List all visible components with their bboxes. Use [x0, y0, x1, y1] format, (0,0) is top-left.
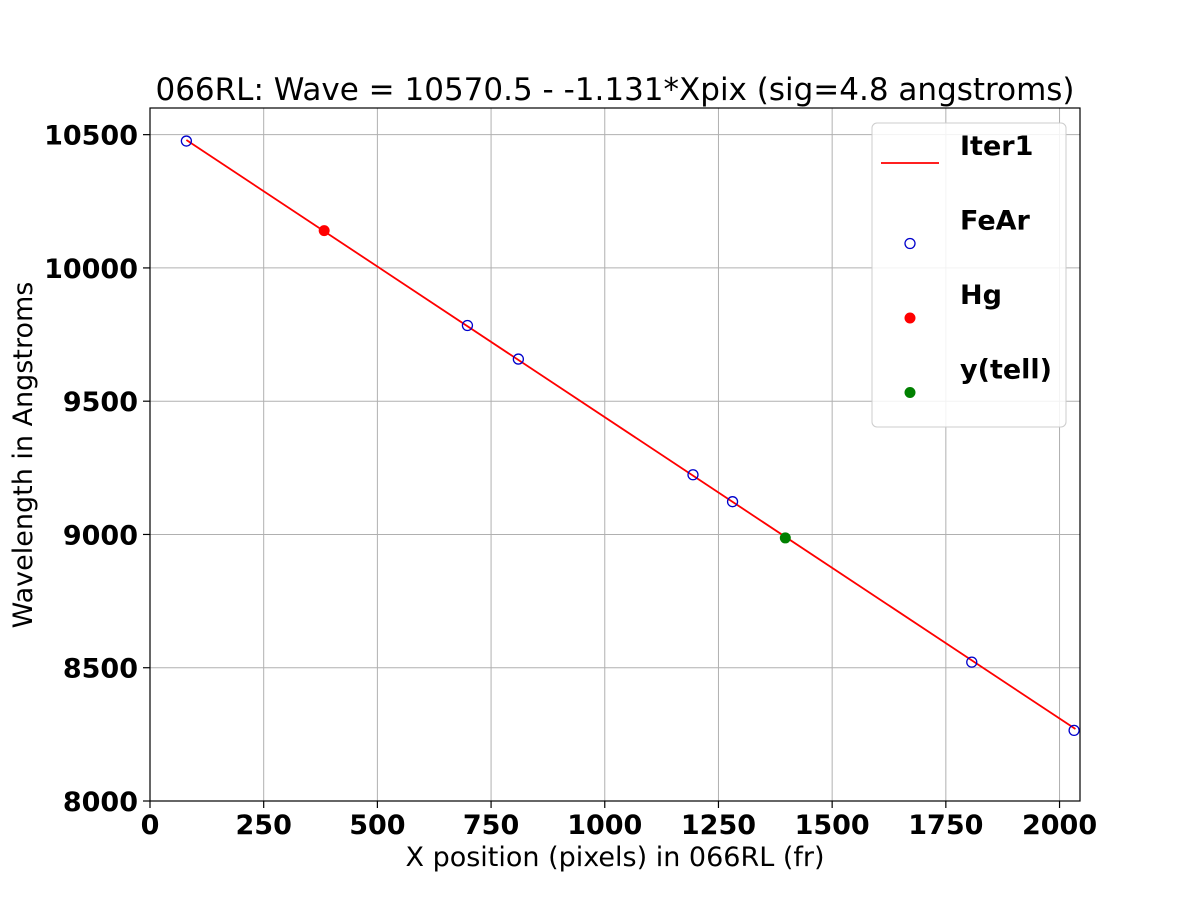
x-tick-label: 1250	[681, 810, 756, 841]
legend-label-iter1: Iter1	[960, 131, 1033, 162]
x-tick-label: 1750	[908, 810, 983, 841]
y-tick-label: 9500	[63, 387, 138, 418]
legend-label-y-tell: y(tell)	[960, 355, 1052, 386]
data-point-y-tell	[779, 532, 791, 544]
y-tick-label: 9000	[63, 520, 138, 551]
data-points-layer	[180, 135, 1080, 737]
legend-label-fear: FeAr	[960, 206, 1031, 237]
data-point-fear	[687, 469, 699, 481]
ticks-layer: 0 250 500 750 1000 1250 1500 1750 2000 8000 8500 90…	[44, 121, 1097, 841]
y-axis-label: Wavelength in Angstroms	[8, 282, 39, 629]
data-point-fear	[966, 656, 978, 668]
plot-frame	[149, 107, 1081, 802]
legend-marker-y-tell	[904, 387, 916, 398]
data-point-fear	[1068, 724, 1080, 737]
legend-box	[871, 122, 1067, 428]
fit-line-iter1	[185, 139, 1076, 730]
x-tick-label: 500	[349, 810, 405, 841]
x-axis-label: X position (pixels) in 066RL (fr)	[405, 842, 824, 873]
y-tick-label: 10000	[44, 254, 138, 285]
data-point-fear	[461, 319, 474, 332]
x-tick-label: 250	[236, 810, 292, 841]
x-tick-label: 1000	[567, 810, 642, 841]
data-point-hg	[318, 225, 330, 237]
x-tick-label: 1500	[795, 810, 870, 841]
x-tick-label: 0	[141, 810, 160, 841]
legend-marker-hg	[904, 312, 916, 324]
legend-marker-fear	[904, 237, 916, 250]
data-point-fear	[180, 135, 193, 147]
fit-line-layer	[185, 139, 1076, 730]
y-tick-label: 8500	[63, 654, 138, 685]
x-tick-label: 2000	[1022, 810, 1097, 841]
chart-title: 066RL: Wave = 10570.5 - -1.131*Xpix (sig…	[155, 72, 1074, 108]
y-tick-label: 10500	[44, 121, 138, 152]
data-point-fear	[726, 496, 739, 508]
data-point-fear	[512, 353, 525, 365]
y-tick-label: 8000	[63, 787, 138, 818]
legend-label-hg: Hg	[960, 280, 1002, 311]
x-tick-label: 750	[463, 810, 519, 841]
legend: Iter1 FeAr Hg y(tell)	[871, 122, 1067, 428]
